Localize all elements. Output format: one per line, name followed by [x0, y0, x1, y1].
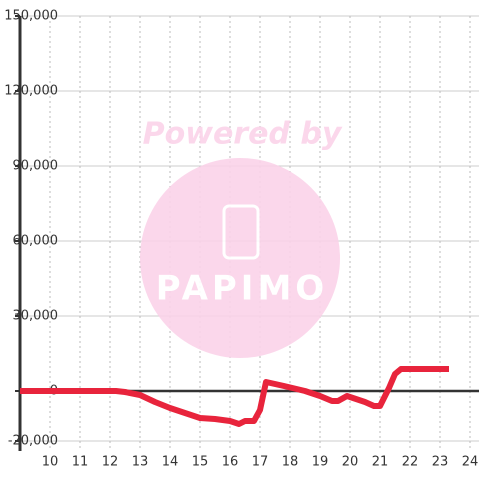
x-tick-label: 13 [132, 455, 149, 470]
x-tick-label: 12 [102, 455, 119, 470]
watermark-logo: PAPIMO [156, 269, 328, 309]
y-tick-label: -20,000 [8, 434, 58, 449]
x-tick-label: 23 [432, 455, 449, 470]
x-tick-label: 10 [42, 455, 59, 470]
x-tick-label: 24 [462, 455, 479, 470]
x-tick-label: 21 [372, 455, 389, 470]
x-tick-label: 16 [222, 455, 239, 470]
y-tick-label: 30,000 [13, 309, 59, 324]
x-tick-label: 18 [282, 455, 299, 470]
watermark-icon [222, 204, 260, 260]
y-tick-label: 60,000 [13, 234, 59, 249]
x-tick-label: 19 [312, 455, 329, 470]
x-tick-label: 14 [162, 455, 179, 470]
watermark-text: Powered by [143, 117, 343, 152]
x-tick-label: 17 [252, 455, 269, 470]
watermark: Powered by PAPIMO [140, 117, 343, 358]
data-line [20, 366, 449, 427]
x-tick-label: 20 [342, 455, 359, 470]
y-tick-label: 90,000 [13, 159, 59, 174]
x-tick-label: 15 [192, 455, 209, 470]
x-tick-label: 22 [402, 455, 419, 470]
y-tick-label: 150,000 [4, 9, 58, 24]
y-tick-label: 120,000 [4, 84, 58, 99]
x-tick-label: 11 [72, 455, 89, 470]
